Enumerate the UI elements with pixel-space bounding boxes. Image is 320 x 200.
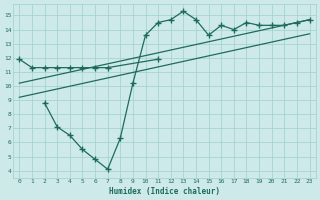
X-axis label: Humidex (Indice chaleur): Humidex (Indice chaleur): [109, 187, 220, 196]
